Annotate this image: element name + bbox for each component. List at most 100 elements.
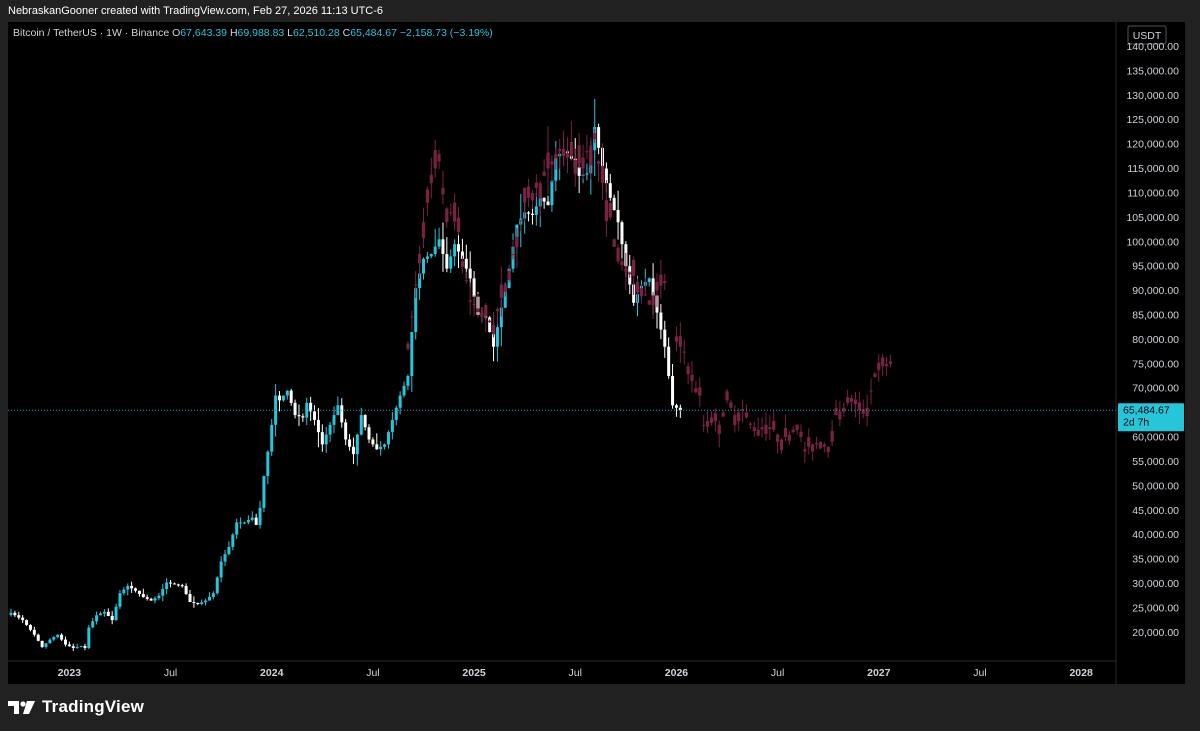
projection-candle [503,284,507,292]
candle-body [344,422,348,440]
projection-candle [733,415,737,426]
projection-candle [884,363,889,367]
candle-body [608,183,612,198]
candle-body [79,645,83,647]
attribution-text: NebraskanGooner created with TradingView… [8,5,384,17]
candle-body [429,253,433,257]
projection-candle [717,424,721,435]
projection-candle [433,150,437,169]
projection-candle [865,407,869,417]
price-tick-label: 130,000.00 [1126,90,1179,102]
candle-body [445,253,449,269]
projection-candle [791,429,795,432]
candle-body [383,444,387,447]
candle-body [40,640,44,647]
candle-body [223,554,227,562]
projection-candle [690,375,694,381]
price-tick-label: 105,000.00 [1126,212,1179,224]
candle-body [390,419,394,433]
currency-box[interactable] [1127,25,1167,45]
projection-candle [597,161,601,164]
projection-candle [795,424,799,431]
price-tick-label: 75,000.00 [1132,358,1179,370]
candle-body [56,634,60,638]
candle-body [110,615,114,621]
projection-candle [593,133,597,140]
candle-body [184,585,188,594]
candle-body [153,598,157,601]
candle-body [453,244,457,257]
candle-body [126,585,130,590]
close-value: 65,484.67 [350,27,397,39]
projection-candle [869,390,873,392]
price-tick-label: 135,000.00 [1126,65,1179,77]
candle-body [359,415,363,435]
candle-body [196,603,200,605]
candle-body [433,246,437,254]
candle-body [60,634,64,640]
candle-body [262,476,266,508]
price-tick-label: 25,000.00 [1132,602,1179,614]
candle-body [211,593,215,597]
price-tick-label: 125,000.00 [1126,114,1179,126]
projection-candle [600,165,605,184]
projection-candle [686,366,690,375]
candle-body [604,168,608,184]
change-value: −2,158.73 (−3.19%) [399,27,493,39]
candle-body [137,590,141,594]
candle-body [200,602,204,604]
candle-body [488,317,492,333]
projection-candle [643,294,647,296]
candle-body [449,256,453,269]
candle-body [671,376,675,406]
candle-body [301,416,305,418]
last-price-label: 65,484.67 [1123,404,1170,416]
projection-candle [418,253,422,264]
candle-body [394,407,398,420]
projection-candle [861,408,865,414]
candle-body [17,615,21,618]
chart-panel[interactable]: USDT 20,000.00 25,000.00 30,000.00 35,000.0… [8,22,1185,684]
tradingview-logo[interactable]: TradingView [8,697,144,717]
candle-body [406,376,410,386]
projection-candle [558,148,562,152]
candle-body [67,644,71,647]
candle-body [188,593,192,603]
projection-candle [842,407,846,412]
time-tick-label: 2024 [260,667,284,679]
projection-candle [741,408,745,411]
projection-candle [530,192,535,201]
candle-body [616,210,620,223]
projection-candle [546,152,550,169]
projection-candle [628,272,632,275]
candle-body [141,593,145,598]
projection-candle [705,421,710,427]
projection-candle [624,268,628,272]
projection-candle [737,412,741,422]
candle-body [468,268,472,279]
candlestick-chart[interactable]: USDT 20,000.00 25,000.00 30,000.00 35,000.0… [8,22,1185,684]
projection-candle [573,159,577,174]
open-value: 67,643.39 [180,27,228,39]
projection-candle [569,142,573,157]
projection-candle [608,202,612,218]
projection-candle [853,399,858,405]
projection-candle [888,361,893,364]
time-tick-label: 2025 [462,667,486,679]
candle-body [106,611,110,616]
candle-body [44,643,48,647]
time-tick-label: 2028 [1069,667,1093,679]
time-tick-label: 2027 [867,667,891,679]
low-value: 62,510.28 [293,27,340,39]
price-tick-label: 45,000.00 [1132,505,1179,517]
candle-body [48,639,52,644]
projection-candle [811,444,815,452]
candle-body [207,596,211,601]
projection-candle [729,402,733,408]
projection-candle [449,212,453,214]
candle-body [250,517,254,521]
candle-body [336,405,340,416]
candle-body [114,606,118,621]
price-tick-label: 35,000.00 [1132,554,1179,566]
candle-body [172,583,176,585]
